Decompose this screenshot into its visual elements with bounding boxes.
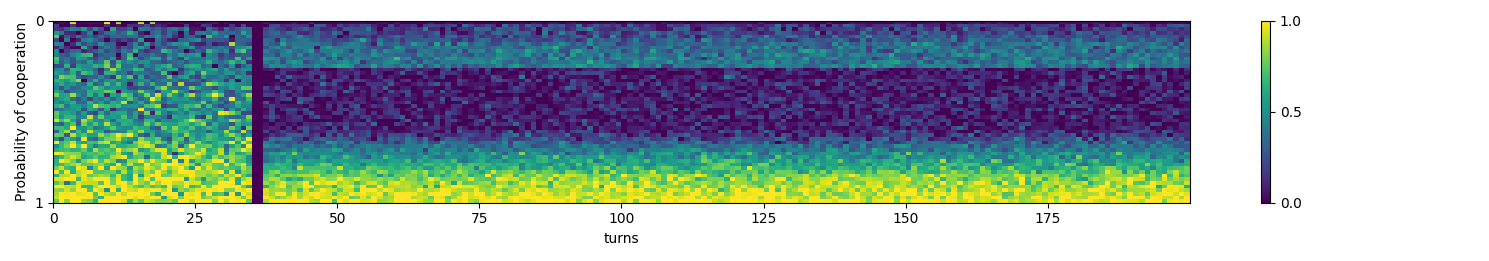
X-axis label: turns: turns <box>603 232 639 246</box>
Y-axis label: Probability of cooperation: Probability of cooperation <box>15 22 28 201</box>
